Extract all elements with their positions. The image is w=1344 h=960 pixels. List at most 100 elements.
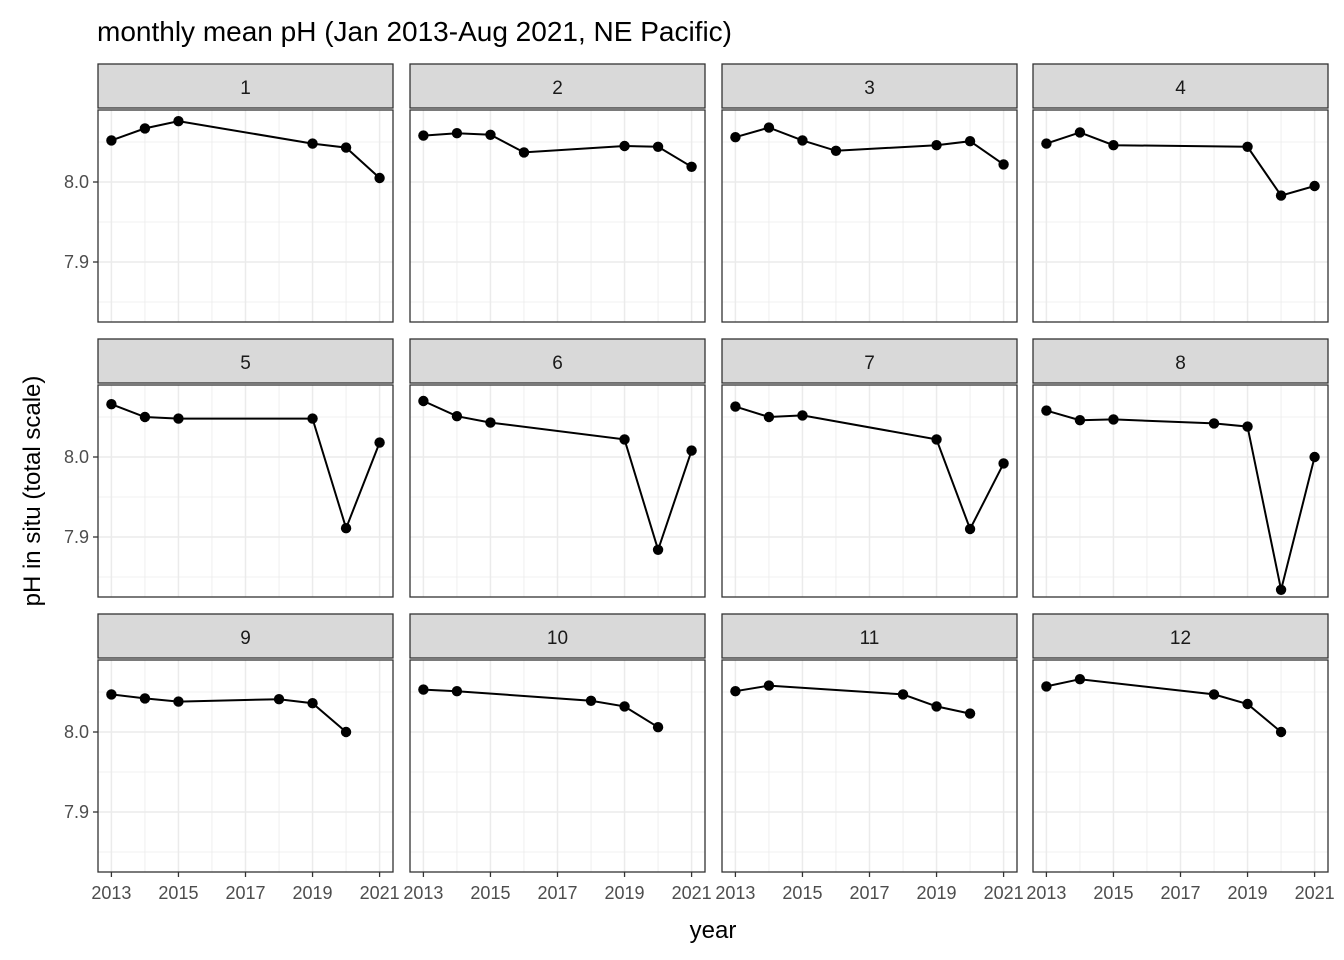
- facet-strip: [1032, 63, 1329, 109]
- data-point: [1309, 451, 1320, 463]
- data-point: [418, 395, 429, 407]
- data-point: [652, 544, 664, 555]
- facet-label: 2: [552, 78, 563, 99]
- x-tick-label: 2017: [849, 883, 889, 903]
- facet-label: 1: [240, 78, 251, 99]
- data-point: [340, 142, 352, 153]
- data-point: [1275, 726, 1287, 738]
- x-tick-label: 2015: [782, 883, 822, 903]
- data-point: [106, 135, 117, 146]
- data-point: [686, 445, 697, 456]
- y-tick-label: 8.0: [64, 722, 89, 742]
- facet-label: 3: [864, 78, 875, 99]
- data-point: [1108, 140, 1119, 151]
- data-point: [763, 122, 775, 133]
- data-point: [451, 128, 463, 139]
- data-point: [451, 686, 463, 697]
- facet-strip: [409, 613, 706, 659]
- data-point: [340, 726, 352, 738]
- data-point: [1242, 421, 1253, 432]
- data-point: [173, 413, 184, 424]
- panel-border: [409, 109, 706, 323]
- facet-panel-3: 3: [721, 63, 1018, 323]
- data-point: [619, 701, 630, 712]
- data-point: [374, 437, 385, 448]
- data-point: [931, 701, 942, 712]
- data-point: [340, 523, 352, 534]
- facet-panel-1: 1 7.9 8.0: [64, 63, 394, 323]
- series-line-5: [111, 403, 381, 532]
- data-point: [1275, 190, 1287, 201]
- data-point: [619, 140, 630, 152]
- series-line-7: [735, 405, 1005, 532]
- facet-strip: [1032, 613, 1329, 659]
- data-point: [307, 138, 318, 149]
- data-point: [1041, 405, 1052, 416]
- facet-label: 7: [864, 353, 875, 374]
- y-tick-label: 7.9: [64, 802, 89, 822]
- data-point: [763, 411, 775, 423]
- x-tick-label: 2019: [293, 883, 333, 903]
- data-point: [106, 689, 117, 700]
- x-tick-label: 2021: [1295, 883, 1335, 903]
- data-point: [1074, 415, 1086, 426]
- x-tick-label: 2015: [1093, 883, 1133, 903]
- x-tick-label: 2019: [605, 883, 645, 903]
- data-point: [1242, 698, 1253, 710]
- data-point: [730, 401, 741, 412]
- data-point: [931, 434, 942, 445]
- facet-strip: [721, 63, 1018, 109]
- data-point: [998, 458, 1009, 469]
- x-tick-label: 2019: [1228, 883, 1268, 903]
- facet-strip: [1032, 338, 1329, 384]
- data-point: [652, 722, 664, 733]
- data-point: [1041, 138, 1052, 149]
- chart-title: monthly mean pH (Jan 2013-Aug 2021, NE P…: [97, 16, 732, 47]
- data-point: [964, 708, 976, 719]
- x-axis-label: year: [690, 917, 737, 944]
- data-point: [106, 399, 117, 410]
- facet-panel-5: 5 7.9 8.0: [64, 338, 394, 598]
- facet-panel-10: 10 2013 2015 2017 2019 2021: [403, 613, 712, 903]
- x-tick-label: 2015: [158, 883, 198, 903]
- y-tick-label: 8.0: [64, 447, 89, 467]
- data-point: [730, 686, 741, 697]
- data-point: [418, 130, 429, 141]
- data-point: [1208, 418, 1220, 429]
- facet-panel-6: 6: [409, 338, 706, 598]
- data-point: [730, 132, 741, 143]
- data-point: [763, 680, 775, 691]
- x-tick-label: 2021: [672, 883, 712, 903]
- x-tick-label: 2017: [225, 883, 265, 903]
- x-tick-label: 2013: [403, 883, 443, 903]
- facet-label: 10: [547, 628, 568, 649]
- panel-border: [409, 384, 706, 598]
- data-point: [307, 698, 318, 709]
- facet-strip: [721, 613, 1018, 659]
- facet-label: 5: [240, 353, 251, 374]
- data-point: [1041, 681, 1052, 692]
- data-point: [485, 417, 496, 428]
- facet-label: 4: [1175, 78, 1186, 99]
- data-point: [964, 523, 976, 535]
- facet-panel-11: 11 2013 2015 2017 2019 2021: [715, 613, 1024, 903]
- facet-panel-9: 9 7.9 8.0 2013 2015 2017 2019 2021: [64, 613, 400, 903]
- data-point: [585, 695, 597, 706]
- series-line-6: [422, 400, 693, 554]
- data-point: [797, 135, 808, 146]
- y-tick-label: 7.9: [64, 527, 89, 547]
- data-point: [518, 147, 530, 158]
- facet-panel-2: 2: [409, 63, 706, 323]
- data-point: [964, 136, 976, 147]
- facet-strip: [721, 338, 1018, 384]
- data-point: [652, 141, 664, 152]
- facet-label: 12: [1170, 628, 1191, 649]
- data-point: [897, 689, 909, 700]
- x-tick-label: 2017: [537, 883, 577, 903]
- facet-strip: [97, 338, 394, 384]
- data-point: [173, 696, 184, 707]
- x-tick-label: 2013: [1026, 883, 1066, 903]
- data-point: [830, 145, 842, 156]
- facet-strip: [97, 63, 394, 109]
